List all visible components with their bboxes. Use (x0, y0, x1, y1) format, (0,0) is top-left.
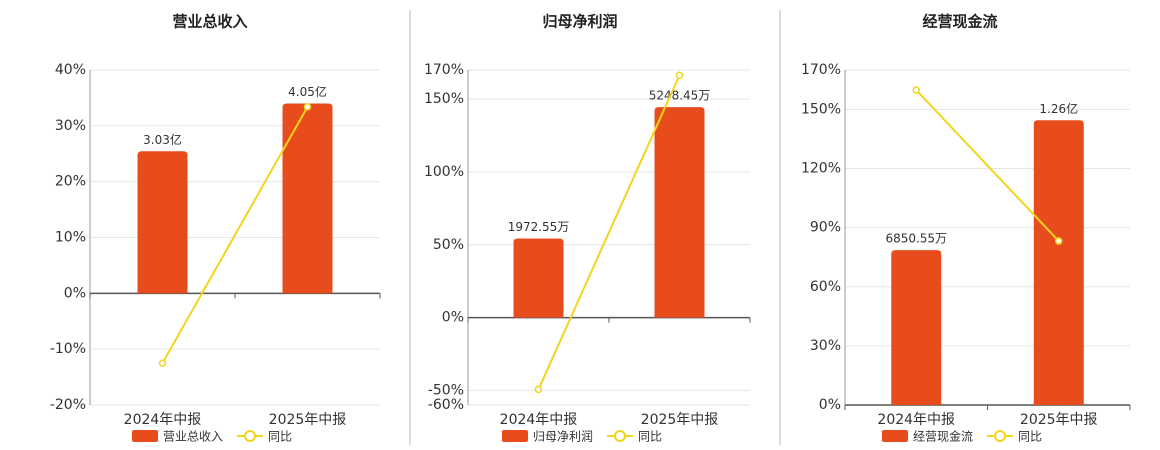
line-point (303, 103, 312, 111)
y-tick-label: -10% (50, 341, 86, 357)
legend-label: 归母净利润 (533, 430, 593, 444)
bar-value-label: 6850.55万 (885, 232, 947, 246)
y-tick-label: -20% (50, 397, 86, 413)
chart: 经营现金流 0% 30% 60% 90% 120% 150% 170% 2024年中报 2025年… (801, 13, 1131, 444)
y-tick-label: 90% (810, 220, 841, 236)
y-tick-label: 100% (424, 164, 464, 180)
x-tick-label: 2024年中报 (877, 412, 955, 428)
line-point (675, 71, 684, 79)
line (915, 89, 1060, 242)
chart: 归母净利润 -60%-50% 0% 50% 100% 150% 170% 2024年中报 202… (424, 13, 751, 444)
line (161, 106, 309, 364)
y-tick-label: 120% (801, 161, 841, 177)
bar (282, 103, 333, 294)
y-tick-label: 150% (424, 91, 464, 107)
y-tick-label: -50% (428, 382, 464, 398)
line-point (534, 385, 543, 394)
bar-value-label: 3.03亿 (143, 132, 182, 147)
bar-value-label: 4.05亿 (288, 84, 327, 99)
x-tick-label: 2025年中报 (269, 412, 347, 428)
bar-value-label: 1.26亿 (1039, 101, 1078, 116)
line-point (158, 359, 167, 367)
y-tick-label: 170% (424, 62, 464, 78)
chart: 营业总收入 -20% -10% 0% 10% 20% 30% 40% 2024年中报 2025年中… (50, 13, 381, 444)
y-tick-label: 150% (801, 101, 841, 117)
y-tick-label: 20% (55, 174, 86, 190)
x-tick-label: 2024年中报 (500, 412, 578, 428)
y-tick-label: 170% (801, 62, 841, 78)
legend-swatch (132, 430, 158, 442)
chart-title: 营业总收入 (172, 13, 247, 31)
y-tick-label: 60% (810, 279, 841, 295)
bar (137, 151, 188, 294)
legend-swatch (994, 430, 1007, 442)
y-tick-label: 30% (55, 118, 86, 134)
y-tick-label: 10% (55, 230, 86, 246)
y-tick-label: 40% (55, 62, 86, 78)
x-tick-label: 2024年中报 (124, 412, 202, 428)
legend-label: 经营现金流 (913, 429, 973, 444)
y-tick-label: 0% (819, 397, 841, 413)
line-point (912, 86, 920, 94)
legend-swatch (244, 430, 257, 442)
legend-label: 同比 (1018, 430, 1042, 444)
legend-swatch (502, 430, 528, 442)
y-tick-label: -60% (428, 397, 464, 413)
legend-label: 营业总收入 (163, 430, 223, 444)
bar (891, 250, 942, 405)
y-tick-label: 0% (64, 285, 86, 301)
legend-label: 同比 (638, 430, 662, 444)
bar (513, 238, 564, 318)
x-tick-label: 2025年中报 (1020, 412, 1098, 428)
bar (1033, 120, 1084, 405)
line (537, 74, 681, 390)
chart-title: 经营现金流 (922, 13, 997, 31)
bar-value-label: 1972.55万 (508, 220, 570, 234)
y-tick-label: 50% (433, 237, 464, 253)
y-tick-label: 0% (442, 310, 464, 326)
bar (654, 107, 705, 318)
y-tick-label: 30% (810, 338, 841, 354)
chart-title: 归母净利润 (542, 13, 617, 31)
x-tick-label: 2025年中报 (641, 412, 719, 428)
bar-value-label: 5248.45万 (649, 89, 711, 103)
legend-swatch (614, 430, 627, 442)
line-point (1055, 237, 1063, 245)
legend-label: 同比 (268, 430, 292, 444)
legend-swatch (882, 430, 908, 442)
